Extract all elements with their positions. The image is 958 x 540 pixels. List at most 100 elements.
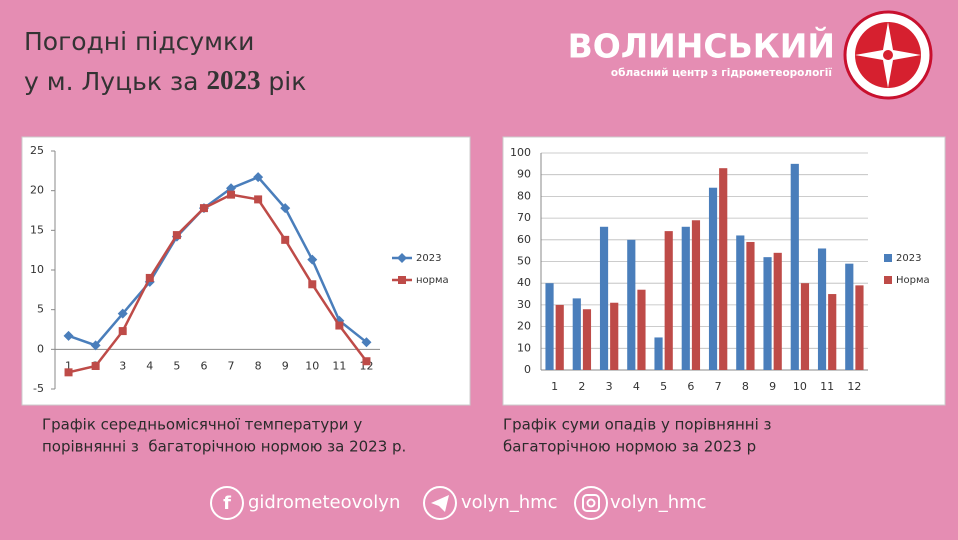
bar xyxy=(800,283,810,370)
point xyxy=(63,330,74,341)
point xyxy=(280,203,291,214)
bar xyxy=(736,235,745,370)
bar xyxy=(555,304,564,370)
bar xyxy=(790,163,799,370)
legend-label: 2023 xyxy=(416,253,441,264)
telegram-handle[interactable]: volyn_hmc xyxy=(461,492,558,513)
bar xyxy=(681,226,690,370)
x-tick-label: 6 xyxy=(687,380,694,393)
title-text: у м. Луцьк за xyxy=(24,67,199,96)
y-tick-label: 20 xyxy=(30,184,44,197)
org-subtitle: обласний центр з гідрометеорології xyxy=(611,67,832,79)
x-tick-label: 8 xyxy=(742,380,749,393)
y-tick-label: 50 xyxy=(517,255,531,268)
bar xyxy=(691,220,701,370)
y-tick-label: 30 xyxy=(517,298,531,311)
x-tick-label: 10 xyxy=(793,380,807,393)
bar xyxy=(637,289,646,370)
point xyxy=(91,361,100,370)
y-tick-label: 70 xyxy=(517,211,531,224)
title-year: 2023 xyxy=(206,65,260,95)
title-line2: у м. Луцьк за 2023 рік xyxy=(24,65,306,96)
title-line1: Погодні підсумки xyxy=(24,27,254,56)
bar xyxy=(545,283,554,370)
x-tick-label: 7 xyxy=(228,359,235,372)
x-tick-label: 9 xyxy=(282,359,289,372)
bar xyxy=(664,231,673,370)
y-tick-label: 15 xyxy=(30,223,44,236)
chart-caption: Графік середньомісячної температури у xyxy=(42,416,362,434)
x-tick-label: 2 xyxy=(578,380,585,393)
x-tick-label: 6 xyxy=(200,359,207,372)
facebook-handle[interactable]: gidrometeovolyn xyxy=(248,492,400,513)
y-tick-label: 80 xyxy=(517,189,531,202)
point xyxy=(64,368,73,377)
footer: f gidrometeovolyn volyn_hmc volyn_hmc xyxy=(210,486,707,520)
x-tick-label: 8 xyxy=(255,359,262,372)
line xyxy=(68,175,368,347)
point xyxy=(362,357,371,366)
bar xyxy=(599,226,609,370)
legend-marker xyxy=(397,253,407,263)
chart-caption: Графік суми опадів у порівнянні з xyxy=(503,416,772,434)
org-name: ВОЛИНСЬКИЙ xyxy=(568,26,835,66)
y-tick-label: 20 xyxy=(517,320,531,333)
bar xyxy=(572,298,581,370)
bar xyxy=(719,168,728,370)
bar xyxy=(817,248,827,370)
bar xyxy=(627,239,636,370)
legend-swatch xyxy=(884,276,892,284)
x-tick-label: 7 xyxy=(715,380,722,393)
instagram-handle[interactable]: volyn_hmc xyxy=(610,492,707,513)
x-tick-label: 3 xyxy=(119,359,126,372)
point xyxy=(118,327,127,336)
point xyxy=(307,254,318,265)
bar xyxy=(828,294,837,370)
x-tick-label: 4 xyxy=(146,359,153,372)
x-tick-label: 11 xyxy=(332,359,346,372)
point xyxy=(145,273,154,282)
bar xyxy=(845,263,854,370)
bar xyxy=(746,241,755,370)
point xyxy=(308,280,317,289)
y-tick-label: 10 xyxy=(517,341,531,354)
x-tick-label: 12 xyxy=(847,380,861,393)
y-tick-label: 40 xyxy=(517,276,531,289)
bar xyxy=(654,337,663,370)
point xyxy=(117,308,128,319)
legend-label: 2023 xyxy=(896,253,921,264)
line xyxy=(68,193,368,374)
bar xyxy=(610,302,619,370)
chart-panel xyxy=(21,136,471,406)
chart-caption: багаторічною нормою за 2023 р xyxy=(503,438,756,456)
point xyxy=(227,190,236,199)
instagram-glyph xyxy=(586,498,596,508)
facebook-glyph: f xyxy=(223,493,231,514)
y-tick-label: 5 xyxy=(37,303,44,316)
facebook-icon[interactable] xyxy=(210,486,244,520)
y-tick-label: 90 xyxy=(517,168,531,181)
legend-label: норма xyxy=(416,275,449,286)
legend-marker xyxy=(398,276,406,284)
x-tick-label: 4 xyxy=(633,380,640,393)
bar xyxy=(855,285,864,370)
y-tick-label: -5 xyxy=(33,382,44,395)
bar xyxy=(763,257,772,370)
x-tick-label: 1 xyxy=(65,359,72,372)
instagram-icon[interactable] xyxy=(574,486,608,520)
instagram-glyph xyxy=(582,494,600,512)
y-tick-label: 10 xyxy=(30,263,44,276)
telegram-icon[interactable] xyxy=(423,486,457,520)
x-tick-label: 11 xyxy=(820,380,834,393)
y-tick-label: 100 xyxy=(510,146,531,159)
y-tick-label: 0 xyxy=(37,342,44,355)
x-tick-label: 1 xyxy=(551,380,558,393)
point xyxy=(281,235,290,244)
y-tick-label: 60 xyxy=(517,233,531,246)
bar xyxy=(773,252,782,370)
point xyxy=(253,172,264,183)
title-text: рік xyxy=(268,67,306,96)
x-tick-label: 3 xyxy=(606,380,613,393)
point xyxy=(254,195,263,204)
